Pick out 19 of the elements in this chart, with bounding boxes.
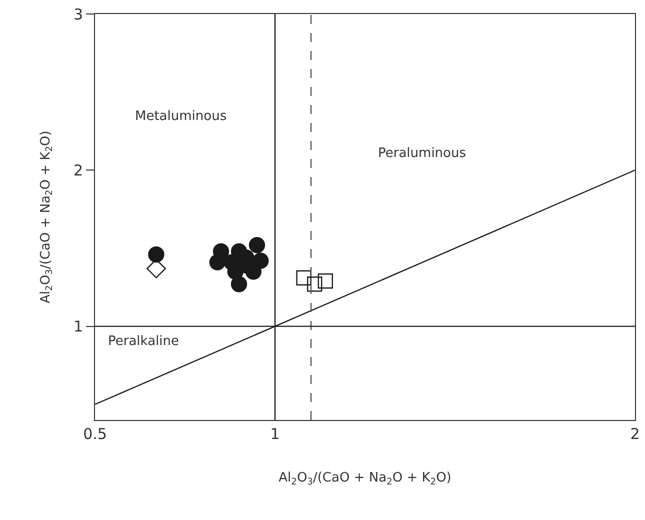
point bbox=[248, 237, 266, 254]
point bbox=[318, 273, 333, 289]
point bbox=[209, 254, 226, 270]
point bbox=[296, 270, 312, 286]
x-tick-label: 1 bbox=[270, 425, 280, 443]
text: Al$_{2}$O$_{3}$/(CaO + Na$_{2}$O + K$_{2}$O) bbox=[278, 470, 452, 488]
y-tick-label: 3 bbox=[73, 5, 83, 24]
annotation: Metaluminous bbox=[135, 109, 227, 124]
point bbox=[224, 254, 240, 270]
point bbox=[252, 252, 269, 269]
annotation: Peraluminous bbox=[378, 146, 466, 161]
y-tick-label: 2 bbox=[73, 161, 83, 180]
point bbox=[230, 276, 248, 292]
point bbox=[148, 246, 164, 263]
x-tick-label: 2 bbox=[630, 425, 640, 443]
y-tick-label: 1 bbox=[73, 318, 83, 336]
point bbox=[307, 276, 322, 292]
annotation: Peralkaline bbox=[108, 334, 180, 349]
x-tick-label: 0.5 bbox=[83, 425, 107, 443]
